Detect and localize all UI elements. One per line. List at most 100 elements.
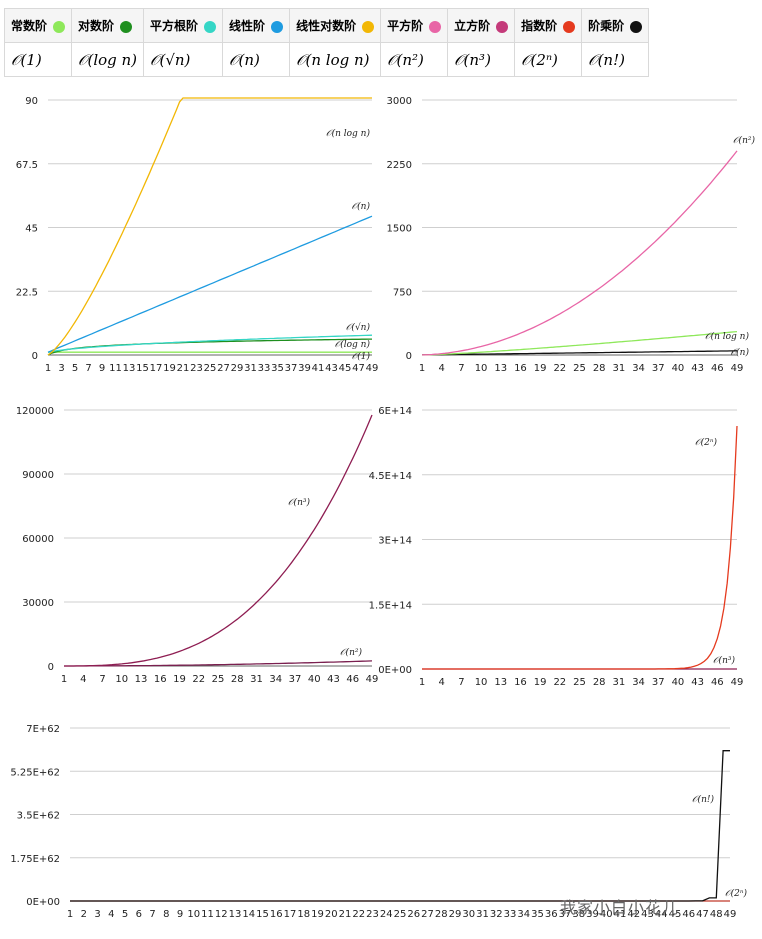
x-tick-label: 29 <box>449 909 462 920</box>
teal-dot-icon <box>204 20 217 33</box>
x-tick-label: 18 <box>297 909 310 920</box>
x-tick-label: 31 <box>613 363 626 374</box>
y-tick-label: 0 <box>48 662 54 673</box>
y-tick-label: 0 <box>406 351 412 362</box>
legend-item: 阶乘阶 <box>581 8 650 43</box>
black-dot-icon <box>630 20 643 33</box>
legend-item: 线性对数阶 <box>289 8 382 43</box>
chart-cubic: 0 30000 60000 90000 120000 1 4 7 10 13 16 19 22 25 28 3… <box>16 406 379 685</box>
legend-notation: 𝒪(n) <box>222 42 291 77</box>
y-tick-label: 5.25E+62 <box>10 767 60 778</box>
series-annotation: 𝒪(n³) <box>713 655 736 666</box>
x-tick-label: 39 <box>298 363 311 374</box>
x-tick-label: 37 <box>652 677 665 688</box>
x-tick-label: 4 <box>439 677 445 688</box>
legend-item: 对数阶 <box>71 8 145 43</box>
x-tick-label: 26 <box>407 909 420 920</box>
legend-label: 常数阶 <box>11 19 48 33</box>
watermark: 我家小白小花儿 <box>560 898 680 917</box>
x-tick-label: 17 <box>150 363 163 374</box>
x-tick-label: 43 <box>691 677 704 688</box>
x-tick-label: 49 <box>366 674 379 685</box>
x-tick-label: 13 <box>135 674 148 685</box>
x-tick-label: 15 <box>136 363 149 374</box>
legend-table: 常数阶 对数阶 平方根阶 线性阶 线性对数阶 平方阶 立方阶 指数阶 阶乘阶 𝒪(1) 𝒪(log… <box>3 8 650 77</box>
x-tick-label: 25 <box>394 909 407 920</box>
legend-item: 常数阶 <box>3 8 73 43</box>
x-tick-label: 6 <box>136 909 142 920</box>
series-line <box>421 150 738 356</box>
y-tick-label: 0E+00 <box>378 665 412 676</box>
x-tick-label: 49 <box>366 363 379 374</box>
legend-notation: 𝒪(log n) <box>71 42 145 77</box>
legend-label-row: 常数阶 对数阶 平方根阶 线性阶 线性对数阶 平方阶 立方阶 指数阶 阶乘阶 <box>3 8 650 43</box>
legend-label: 立方阶 <box>454 19 491 33</box>
x-tick-label: 37 <box>652 363 665 374</box>
x-tick-label: 17 <box>284 909 297 920</box>
legend-notation: 𝒪(n log n) <box>289 42 382 77</box>
y-tick-label: 7E+62 <box>26 724 60 735</box>
legend-notation: 𝒪(2ⁿ) <box>514 42 583 77</box>
series-line <box>47 97 372 356</box>
x-tick-label: 1 <box>61 674 67 685</box>
legend-label: 阶乘阶 <box>588 19 625 33</box>
x-tick-label: 22 <box>192 674 205 685</box>
legend-item: 平方根阶 <box>143 8 224 43</box>
red-dot-icon <box>563 20 576 33</box>
series-annotation: 𝒪(1) <box>352 351 371 362</box>
y-tick-label: 3000 <box>387 96 412 107</box>
x-tick-label: 16 <box>154 674 167 685</box>
x-tick-label: 16 <box>270 909 283 920</box>
x-tick-label: 15 <box>256 909 269 920</box>
series-annotation: 𝒪(2ⁿ) <box>725 888 748 899</box>
legend-notation: 𝒪(n³) <box>447 42 516 77</box>
x-tick-label: 33 <box>504 909 517 920</box>
x-tick-label: 20 <box>325 909 338 920</box>
y-tick-label: 2250 <box>387 160 412 171</box>
x-tick-label: 21 <box>339 909 352 920</box>
series-annotation: 𝒪(n log n) <box>326 128 371 139</box>
x-tick-label: 29 <box>231 363 244 374</box>
x-tick-label: 3 <box>94 909 100 920</box>
x-tick-label: 23 <box>366 909 379 920</box>
y-tick-label: 0 <box>32 351 38 362</box>
x-tick-label: 37 <box>285 363 298 374</box>
x-tick-label: 34 <box>517 909 530 920</box>
y-tick-label: 3E+14 <box>378 536 412 547</box>
x-tick-label: 33 <box>258 363 271 374</box>
x-tick-label: 25 <box>212 674 225 685</box>
series-line <box>64 414 373 667</box>
x-tick-label: 4 <box>439 363 445 374</box>
x-tick-label: 31 <box>476 909 489 920</box>
x-tick-label: 28 <box>231 674 244 685</box>
y-tick-label: 90000 <box>22 470 54 481</box>
y-tick-label: 120000 <box>16 406 54 417</box>
series-line <box>70 750 730 902</box>
x-tick-label: 7 <box>99 674 105 685</box>
y-tick-label: 4.5E+14 <box>369 471 412 482</box>
x-tick-label: 1 <box>45 363 51 374</box>
x-tick-label: 34 <box>269 674 282 685</box>
legend-notation-row: 𝒪(1) 𝒪(log n) 𝒪(√n) 𝒪(n) 𝒪(n log n) 𝒪(n²) 𝒪(n³… <box>3 42 650 77</box>
magenta-dot-icon <box>496 20 509 33</box>
x-tick-label: 41 <box>312 363 325 374</box>
x-tick-label: 37 <box>559 909 572 920</box>
x-tick-label: 46 <box>711 363 724 374</box>
series-annotation: 𝒪(n³) <box>288 497 311 508</box>
y-tick-label: 22.5 <box>16 287 38 298</box>
x-tick-label: 47 <box>352 363 365 374</box>
y-tick-label: 30000 <box>22 598 54 609</box>
x-tick-label: 31 <box>250 674 263 685</box>
x-tick-label: 40 <box>672 677 685 688</box>
x-tick-label: 44 <box>655 909 668 920</box>
series-annotation: 𝒪(n²) <box>340 647 363 658</box>
x-tick-label: 34 <box>632 363 645 374</box>
dark-green-dot-icon <box>120 20 133 33</box>
x-tick-label: 37 <box>289 674 302 685</box>
x-tick-label: 45 <box>669 909 682 920</box>
x-tick-label: 22 <box>553 363 566 374</box>
x-tick-label: 7 <box>458 677 464 688</box>
x-tick-label: 25 <box>573 363 586 374</box>
